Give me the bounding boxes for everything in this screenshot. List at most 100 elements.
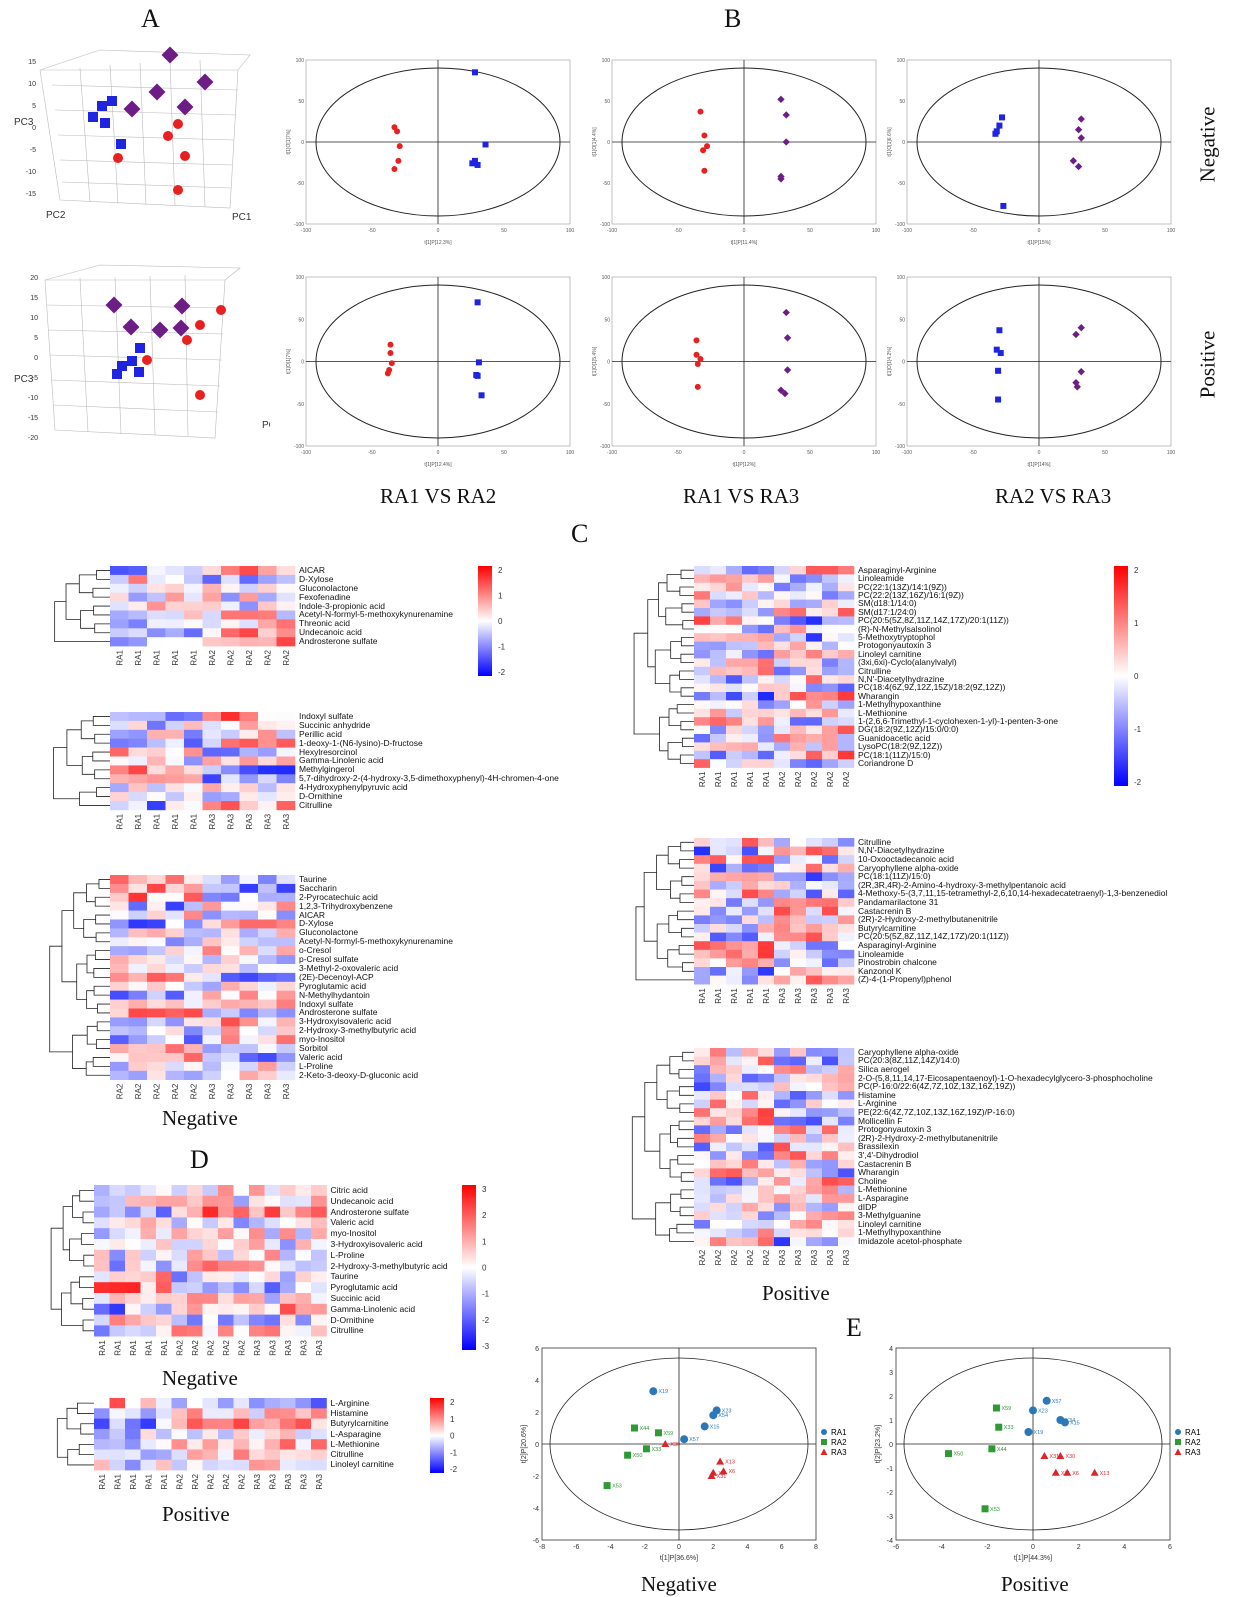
heatmap-cell [790, 641, 807, 651]
heatmap-cell [258, 875, 277, 885]
heatmap-cell [774, 1159, 791, 1169]
heatmap-cell [128, 628, 148, 638]
heatmap-cell [125, 1325, 141, 1337]
heatmap-cell [276, 566, 296, 576]
dendro-branch [656, 1064, 670, 1100]
heatmap-cell [758, 717, 775, 726]
heatmap-cell [258, 610, 277, 620]
heatmap-cell [128, 1026, 148, 1036]
heatmap-cell [140, 1206, 157, 1218]
heatmap-row-label: 10-Oxooctadecanoic acid [858, 854, 954, 864]
heatmap-cell [742, 574, 759, 584]
heatmap-cell [258, 1026, 277, 1036]
x-tick: 6 [1168, 1544, 1172, 1551]
e-negative-label: Negative [641, 1572, 717, 1596]
heatmap-cell [202, 1044, 222, 1054]
heatmap-cell [258, 601, 277, 611]
heatmap-row-label: 1,2,3-Trihydroxybenzene [299, 900, 393, 911]
heatmap-cell [165, 619, 185, 629]
heatmap-cell [774, 855, 791, 865]
heatmap-cell [295, 1206, 312, 1218]
heatmap-cell [822, 658, 839, 668]
heatmap-cell [774, 692, 791, 701]
heatmap-cell [774, 725, 791, 735]
legend-ra3-marker [1174, 1448, 1182, 1455]
heatmap-cell [221, 637, 240, 647]
x-tick: 0 [743, 450, 746, 456]
heatmap-cell [822, 898, 839, 908]
heatmap-cell [710, 658, 727, 668]
heatmap-cell [822, 624, 839, 634]
heatmap-cell [125, 1260, 141, 1272]
heatmap-cell [838, 717, 855, 726]
dendro-branch [679, 893, 694, 903]
heatmap-cell [239, 1017, 259, 1027]
panel-label-c: C [571, 519, 589, 548]
heatmap-cell [94, 1439, 110, 1450]
heatmap-cell [110, 946, 129, 956]
heatmap-cell [239, 628, 259, 638]
heatmap-cell [202, 981, 222, 991]
heatmap-cell [187, 1303, 203, 1315]
x-tick: -100 [607, 228, 617, 234]
heatmap-cell [147, 729, 166, 739]
heatmap-cell [694, 898, 711, 908]
x-tick: 6 [780, 1544, 784, 1551]
point-label: X33 [1004, 1425, 1014, 1431]
dendro-branch [61, 910, 77, 983]
legend-ra1-marker [1175, 1429, 1181, 1435]
point-label: X23 [722, 1408, 732, 1414]
heatmap-cell [110, 765, 129, 775]
heatmap-cell [202, 720, 222, 731]
heatmap-cell [258, 756, 277, 766]
heatmap-cell [202, 1303, 219, 1315]
heatmap-cell [280, 1303, 296, 1315]
heatmap-col-label: RA2 [175, 1340, 184, 1356]
heatmap-cell [742, 1237, 759, 1247]
point-label: X44 [997, 1447, 1007, 1453]
heatmap-cell [276, 910, 296, 920]
heatmap-cell [258, 919, 277, 929]
heatmap-cell [742, 608, 759, 617]
heatmap-cell [276, 747, 296, 757]
heatmap-row-label: Gluconolactone [299, 927, 359, 938]
y-tick: -50 [898, 402, 905, 408]
heatmap-cell [165, 901, 185, 911]
heatmap-cell [110, 637, 129, 647]
y-tick: 4 [889, 1346, 893, 1353]
heatmap-cell [156, 1293, 172, 1305]
heatmap-cell [233, 1439, 250, 1450]
heatmap-cell [710, 958, 727, 968]
heatmap-cell [694, 915, 711, 925]
ra1-point [700, 147, 707, 154]
heatmap-cell [758, 591, 775, 600]
heatmap-row-label: L-Methionine [330, 1438, 380, 1449]
ra3-point [123, 100, 141, 118]
heatmap-cell [128, 901, 148, 911]
heatmap-cell [726, 1228, 743, 1238]
ra2-point [945, 1450, 953, 1458]
heatmap-cell [221, 964, 240, 974]
heatmap-cell [249, 1418, 265, 1430]
z-tick: -15 [28, 415, 38, 422]
heatmap-cell [109, 1314, 126, 1326]
heatmap-cell [822, 759, 839, 768]
dendro-branch [678, 945, 694, 955]
heatmap-cell [758, 658, 775, 668]
heatmap-cell [233, 1206, 250, 1218]
heatmap-cell [710, 566, 727, 575]
heatmap-cell [790, 675, 807, 684]
heatmap-cell [838, 1091, 855, 1100]
pc1-label-pos: PC1 [262, 420, 270, 431]
legend-ra1-marker [821, 1429, 827, 1435]
heatmap-cell [822, 958, 839, 968]
heatmap-cell [218, 1249, 234, 1261]
heatmap-cell [838, 855, 855, 865]
ra3-point [1077, 115, 1085, 123]
heatmap-cell [221, 601, 240, 611]
heatmap-cell [295, 1282, 312, 1294]
heatmap-cell [742, 872, 759, 882]
y-tick: -50 [603, 402, 610, 408]
heatmap-cell [125, 1185, 141, 1197]
heatmap-cell [295, 1459, 312, 1471]
